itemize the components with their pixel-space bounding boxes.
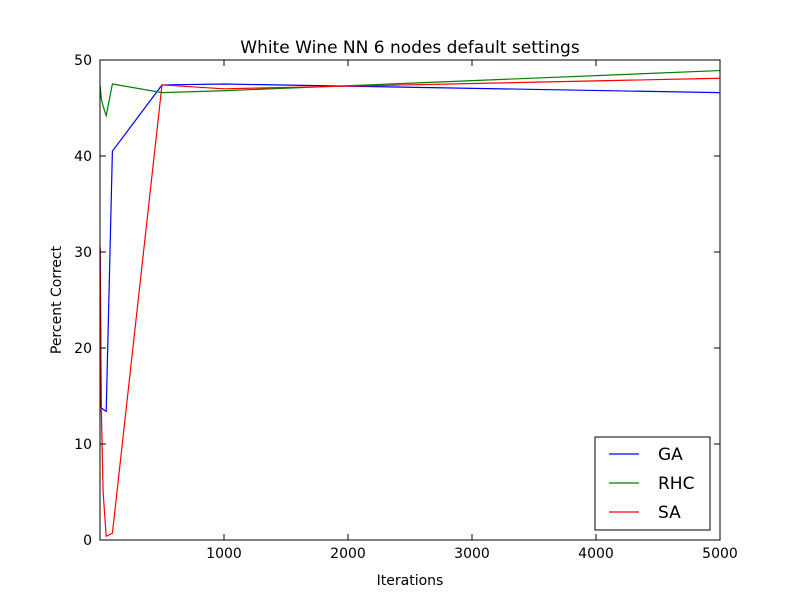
y-tick-label: 40 [74, 149, 92, 165]
y-tick-label: 0 [83, 533, 92, 549]
legend-label-rhc: RHC [658, 474, 694, 494]
y-tick-label: 50 [74, 53, 92, 69]
plot-frame [99, 59, 721, 541]
x-tick-label: 4000 [578, 546, 614, 562]
plot-area [99, 69, 721, 538]
legend-label-ga: GA [658, 445, 683, 465]
chart-title: White Wine NN 6 nodes default settings [240, 38, 580, 58]
y-tick-label: 20 [74, 341, 92, 357]
x-axis-title: Iterations [377, 573, 444, 589]
x-tick-label: 2000 [330, 546, 366, 562]
x-tick-label: 3000 [454, 546, 490, 562]
x-tick-label: 5000 [702, 546, 738, 562]
series-line-rhc [99, 69, 721, 119]
x-tick-label: 1000 [206, 546, 242, 562]
y-tick-label: 30 [74, 245, 92, 261]
y-axis-title: Percent Correct [49, 245, 65, 354]
legend: GA RHC SA [594, 436, 711, 531]
legend-label-sa: SA [658, 503, 681, 523]
y-tick-label: 10 [74, 437, 92, 453]
series-line-sa [99, 77, 721, 538]
axis-ticks: 1000 2000 3000 4000 5000 0 10 20 30 40 50 [74, 53, 738, 562]
